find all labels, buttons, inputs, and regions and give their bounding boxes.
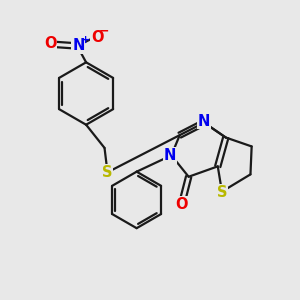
Text: N: N xyxy=(198,114,210,129)
Text: −: − xyxy=(99,25,109,38)
Text: S: S xyxy=(102,165,113,180)
Text: O: O xyxy=(44,36,57,51)
Text: +: + xyxy=(81,35,90,45)
Text: O: O xyxy=(91,30,104,45)
Text: O: O xyxy=(175,196,188,211)
Text: S: S xyxy=(217,185,227,200)
Text: N: N xyxy=(164,148,176,163)
Text: N: N xyxy=(72,38,85,53)
